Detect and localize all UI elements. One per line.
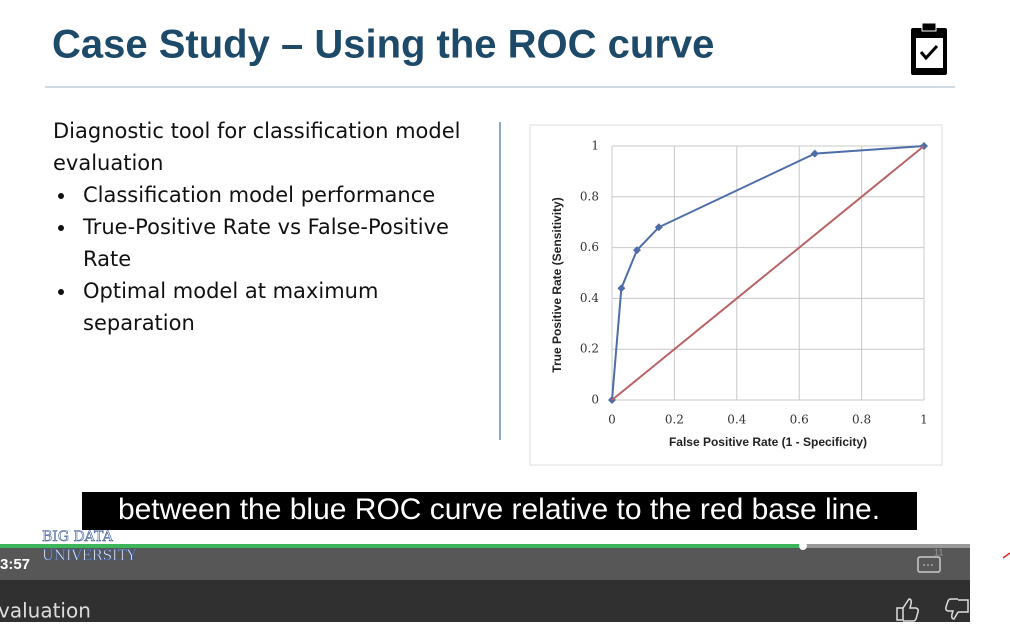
y-tick-label: 0.8 bbox=[580, 189, 599, 203]
slide-title: Case Study – Using the ROC curve bbox=[52, 23, 714, 67]
y-tick-label: 0 bbox=[591, 393, 599, 407]
progress-handle[interactable] bbox=[799, 542, 807, 550]
chart-frame bbox=[529, 124, 943, 466]
point bbox=[617, 284, 626, 293]
y-tick-label: 0.2 bbox=[580, 342, 599, 356]
y-axis-label: True Positive Rate (Sensitivity) bbox=[550, 197, 564, 372]
clipboard-icon bbox=[911, 22, 947, 75]
x-tick-label: 0 bbox=[608, 413, 616, 427]
video-title: valuation bbox=[0, 599, 91, 623]
mark bbox=[1002, 552, 1010, 559]
y-tick-label: 0.4 bbox=[580, 291, 599, 305]
bullet-dot bbox=[58, 193, 64, 199]
bullet-line: Rate bbox=[83, 247, 131, 271]
line bbox=[611, 145, 925, 401]
bullet-dot bbox=[58, 225, 64, 231]
bullet-dot bbox=[58, 289, 64, 295]
x-tick-label: 0.2 bbox=[665, 413, 684, 427]
line bbox=[611, 145, 925, 401]
bullet-line: Classification model performance bbox=[83, 183, 435, 207]
captions-button[interactable] bbox=[917, 556, 941, 573]
x-axis-label: False Positive Rate (1 - Specificity) bbox=[669, 435, 867, 449]
logo-line: UNIVERSITY bbox=[42, 548, 137, 564]
y-tick-label: 1 bbox=[591, 139, 599, 153]
caption: between the blue ROC curve relative to t… bbox=[118, 493, 880, 526]
x-tick-label: 1 bbox=[920, 413, 928, 427]
bullet-line: separation bbox=[83, 311, 195, 335]
y-tick-label: 0.6 bbox=[580, 240, 599, 254]
x-tick-label: 0.8 bbox=[852, 413, 871, 427]
slide-number: 11 bbox=[934, 547, 943, 557]
control-bar bbox=[0, 545, 970, 580]
title-bar bbox=[0, 580, 970, 622]
intro-line: evaluation bbox=[53, 151, 163, 175]
intro-line: Diagnostic tool for classification model bbox=[53, 119, 460, 143]
caption-box bbox=[82, 492, 917, 530]
bullet-line: Optimal model at maximum bbox=[83, 279, 378, 303]
x-tick-label: 0.6 bbox=[790, 413, 809, 427]
logo-line: BIG DATA bbox=[42, 529, 114, 545]
point bbox=[654, 223, 663, 232]
dislike-button[interactable] bbox=[945, 598, 969, 620]
like-button[interactable] bbox=[896, 598, 919, 622]
time: 3:57 bbox=[0, 556, 30, 573]
point bbox=[810, 149, 819, 158]
bullet-line: True-Positive Rate vs False-Positive bbox=[82, 215, 449, 239]
point bbox=[632, 246, 641, 255]
progress-played bbox=[0, 544, 803, 548]
x-tick-label: 0.4 bbox=[727, 413, 746, 427]
